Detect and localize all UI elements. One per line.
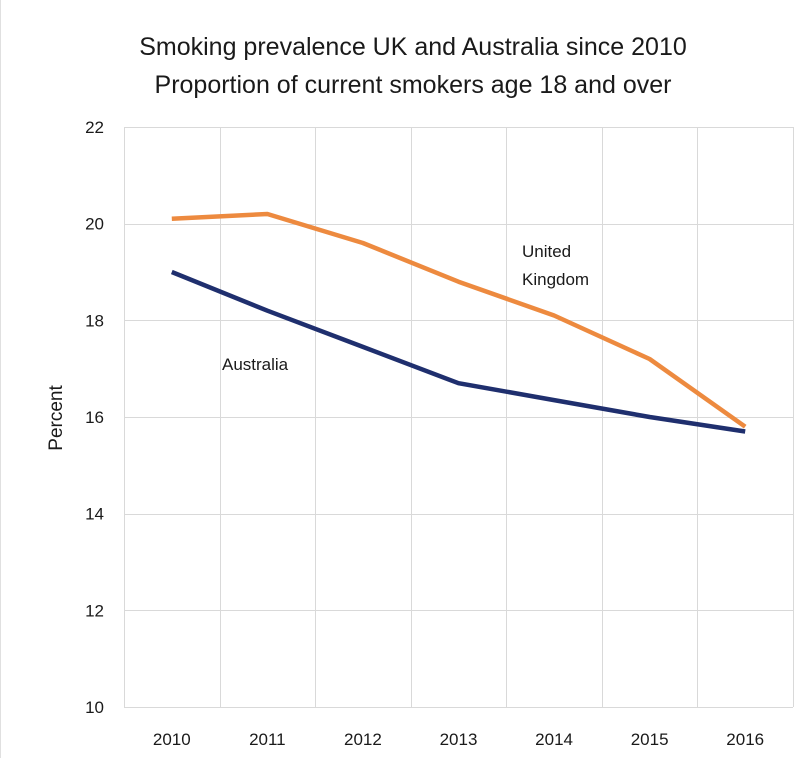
x-tick-label: 2013 (440, 730, 478, 749)
y-tick-label: 12 (85, 601, 104, 620)
y-axis-ticks: 10 12 14 16 18 20 22 (85, 118, 104, 717)
x-tick-label: 2014 (535, 730, 573, 749)
x-tick-label: 2015 (631, 730, 669, 749)
series-labels: Australia United Kingdom (222, 242, 589, 374)
gridlines (124, 127, 794, 708)
chart-subtitle: Proportion of current smokers age 18 and… (155, 71, 672, 99)
series-label-line: United (522, 242, 571, 261)
series-line-united-kingdom (171, 211, 747, 429)
y-tick-label: 14 (85, 505, 104, 524)
series-label-line: Kingdom (522, 270, 589, 289)
x-tick-label: 2011 (249, 730, 286, 749)
series-line-australia (170, 269, 746, 434)
x-tick-label: 2010 (153, 730, 191, 749)
series-label-united-kingdom: United Kingdom (522, 242, 589, 289)
y-tick-label: 20 (85, 215, 104, 234)
chart-title: Smoking prevalence UK and Australia sinc… (139, 33, 687, 61)
series-label-line: Australia (222, 355, 289, 374)
y-tick-label: 22 (85, 118, 104, 137)
x-axis-ticks: 2010 2011 2012 2013 2014 2015 2016 (153, 730, 764, 749)
x-tick-label: 2012 (344, 730, 382, 749)
series-lines (170, 211, 747, 434)
series-label-australia: Australia (222, 355, 289, 374)
y-tick-label: 18 (85, 311, 104, 330)
x-tick-label: 2016 (726, 730, 764, 749)
y-axis-title: Percent (46, 385, 67, 451)
y-tick-label: 16 (85, 408, 104, 427)
y-tick-label: 10 (85, 698, 104, 717)
